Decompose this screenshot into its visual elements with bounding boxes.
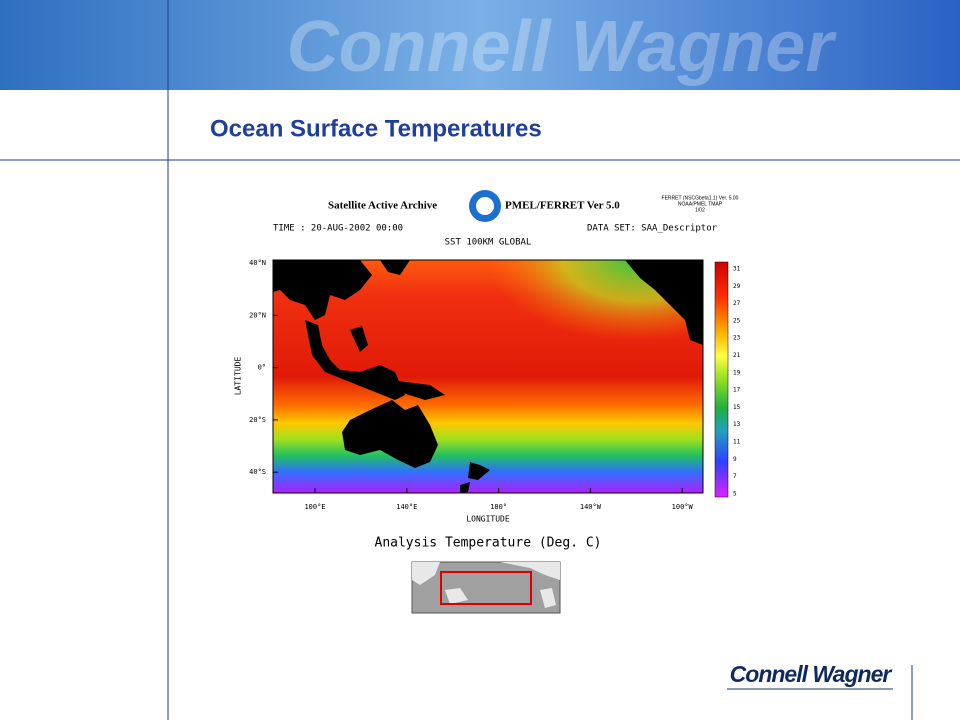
archive-label: Satellite Active Archive [328, 200, 437, 212]
figure-caption: Analysis Temperature (Deg. C) [375, 536, 602, 551]
version-label: PMEL/FERRET Ver 5.0 [505, 200, 620, 212]
lon-label: 180° [490, 503, 507, 511]
lat-labels: 40°N 20°N 0° 20°S 40°S [249, 259, 278, 476]
lat-label: 40°S [249, 468, 266, 476]
plot-frame [272, 259, 704, 494]
colorbar-label: 11 [733, 439, 741, 446]
lon-axis-label: LONGITUDE [466, 515, 510, 524]
colorbar-label: 25 [733, 317, 741, 324]
ferret-note-line: FERRET (NSCGbeta1.1) Ver. 5.00 [662, 195, 739, 201]
lat-label: 20°S [249, 416, 266, 424]
ferret-note-line: NOAA/PMEL TMAP [678, 201, 723, 207]
header-band [0, 0, 960, 90]
colorbar-label: 31 [733, 266, 741, 273]
time-label: TIME : 20-AUG-2002 00:00 [273, 224, 403, 234]
lon-label: 140°E [396, 503, 417, 511]
lon-labels: 100°E 140°E 180° 140°W 100°W [304, 488, 694, 511]
colorbar-label: 7 [733, 473, 737, 480]
colorbar-labels: 31 29 27 25 23 21 19 17 15 13 11 9 7 5 [733, 266, 741, 498]
lat-label: 0° [258, 364, 266, 372]
colorbar [714, 261, 729, 498]
colorbar-label: 29 [733, 283, 741, 290]
lat-label: 40°N [249, 259, 266, 267]
lon-label: 140°W [580, 503, 602, 511]
colorbar-label: 13 [733, 421, 741, 428]
inset-region [440, 571, 532, 605]
colorbar-label: 23 [733, 335, 741, 342]
colorbar-label: 21 [733, 352, 741, 359]
colorbar-label: 9 [733, 456, 737, 463]
plot-subtitle: SST 100KM GLOBAL [445, 238, 532, 248]
footer-logo: Connell Wagner [730, 661, 893, 687]
inset-land [412, 562, 560, 608]
lon-label: 100°W [672, 503, 694, 511]
colorbar-label: 15 [733, 404, 741, 411]
slide-title: Ocean Surface Temperatures [210, 115, 542, 142]
lat-label: 20°N [249, 311, 266, 319]
colorbar-label: 19 [733, 369, 741, 376]
lon-label: 100°E [304, 503, 325, 511]
colorbar-label: 5 [733, 490, 737, 497]
colorbar-label: 17 [733, 387, 741, 394]
ferret-note: FERRET (NSCGbeta1.1) Ver. 5.00NOAA/PMEL … [662, 195, 739, 213]
colorbar-label: 27 [733, 300, 741, 307]
land [273, 260, 703, 493]
ferret-note-line: 1/02 [695, 207, 705, 213]
header-watermark: Connell Wagner [287, 7, 838, 87]
noaa-logo-inner [476, 197, 494, 215]
lat-axis-label: LATITUDE [234, 357, 243, 396]
dataset-label: DATA SET: SAA_Descriptor [587, 224, 718, 234]
